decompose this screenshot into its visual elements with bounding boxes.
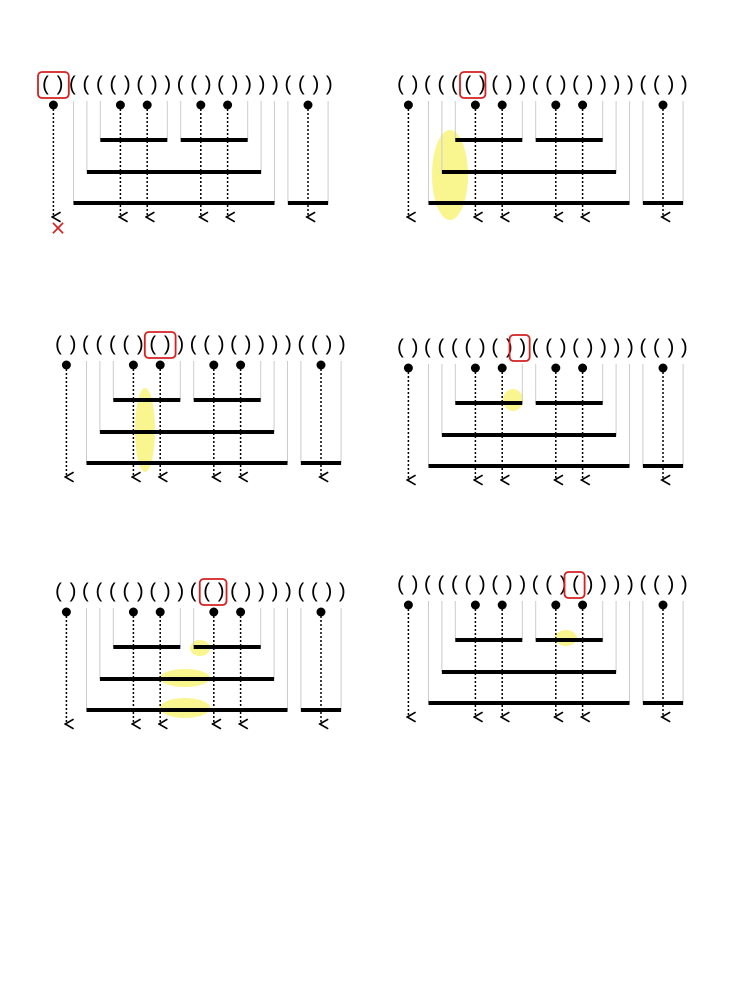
dot <box>658 100 668 110</box>
selection-box <box>37 71 70 99</box>
paren-string: ()(((()())(()())))(()) <box>395 337 690 360</box>
dot <box>578 600 588 610</box>
dot <box>61 607 71 617</box>
dot <box>155 607 165 617</box>
dot <box>209 607 219 617</box>
dot <box>497 100 507 110</box>
dot <box>551 600 561 610</box>
dot <box>403 100 413 110</box>
dot <box>470 363 480 373</box>
dot <box>142 100 152 110</box>
dot <box>578 100 588 110</box>
paren-string: ()(((()())(()())))(()) <box>395 74 690 97</box>
dot <box>61 360 71 370</box>
dot <box>403 363 413 373</box>
dot <box>236 607 246 617</box>
dot <box>316 360 326 370</box>
dot <box>196 100 206 110</box>
selection-box <box>459 71 487 99</box>
dot <box>470 600 480 610</box>
dot <box>403 600 413 610</box>
dot <box>48 100 58 110</box>
paren-string: ()(((()())(()())))(()) <box>395 574 690 597</box>
dot <box>128 360 138 370</box>
dot <box>303 100 313 110</box>
selection-box <box>143 331 177 359</box>
dot <box>658 600 668 610</box>
dot <box>128 607 138 617</box>
dot <box>497 363 507 373</box>
dot <box>209 360 219 370</box>
highlight <box>432 130 468 220</box>
dot <box>236 360 246 370</box>
dot <box>551 363 561 373</box>
dot <box>497 600 507 610</box>
dot <box>115 100 125 110</box>
dot <box>470 100 480 110</box>
dot <box>658 363 668 373</box>
selection-box <box>508 334 531 362</box>
dot <box>551 100 561 110</box>
paren-string: ()(((()())(()())))(()) <box>40 74 335 97</box>
dot <box>316 607 326 617</box>
paren-string: ()(((()())(()())))(()) <box>53 334 348 357</box>
selection-box <box>198 578 228 606</box>
selection-box <box>563 571 586 599</box>
dot <box>578 363 588 373</box>
dot <box>223 100 233 110</box>
highlight <box>503 389 523 411</box>
dot <box>155 360 165 370</box>
fail-mark: × <box>50 216 67 240</box>
